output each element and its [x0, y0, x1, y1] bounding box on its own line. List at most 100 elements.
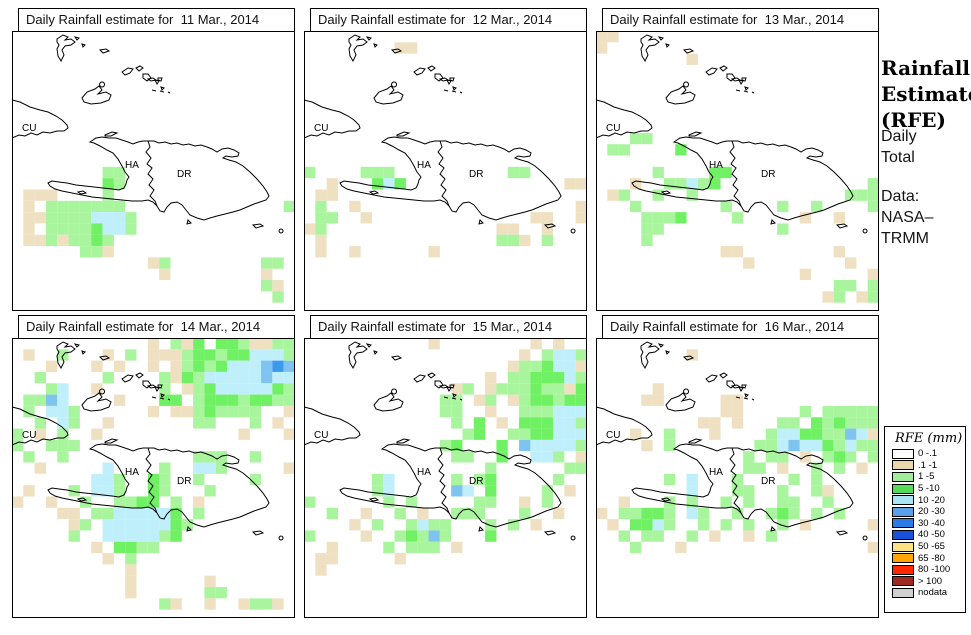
- rainfall-cell: [204, 349, 216, 361]
- rainfall-cell: [215, 394, 228, 406]
- rainfall-cell: [272, 371, 284, 384]
- rainfall-cell: [68, 507, 80, 520]
- rainfall-cell: [777, 462, 789, 474]
- rainfall-cell: [731, 212, 744, 224]
- rainfall-cell: [799, 268, 812, 281]
- rainfall-cell: [788, 439, 800, 452]
- rainfall-cell: [102, 200, 114, 213]
- rainfall-cell: [57, 428, 69, 440]
- rainfall-cell: [867, 519, 879, 531]
- rainfall-cell: [125, 530, 137, 542]
- rainfall-cell: [249, 405, 262, 418]
- rainfall-cell: [102, 178, 114, 190]
- coastline: [76, 497, 88, 502]
- rainfall-cell: [451, 383, 463, 395]
- rainfall-cell: [607, 189, 619, 201]
- rainfall-cell: [227, 360, 239, 372]
- panel-title: Daily Rainfall estimate for 12 Mar., 201…: [310, 8, 587, 34]
- rainfall-cell: [675, 178, 687, 190]
- coastline: [81, 350, 86, 355]
- rainfall-cell: [159, 598, 171, 610]
- rainfall-cell: [519, 234, 531, 247]
- rainfall-cell: [417, 530, 429, 542]
- coastline: [145, 140, 158, 207]
- rainfall-map: CU HA DR: [596, 31, 879, 311]
- legend-color-swatch: [892, 506, 914, 517]
- rainfall-cell: [856, 417, 868, 429]
- rainfall-cell: [405, 496, 418, 508]
- legend-range-label: 40 -50: [918, 529, 945, 541]
- rainfall-cell: [799, 405, 812, 418]
- rainfall-map: CU HA DR: [12, 31, 295, 311]
- coastline: [459, 91, 463, 94]
- rainfall-cell: [125, 223, 137, 235]
- rainfall-map: CU HA DR: [596, 338, 879, 618]
- data-source-line: TRMM: [881, 230, 929, 247]
- coastline: [47, 136, 270, 221]
- rainfall-cell: [473, 394, 486, 406]
- map-frame: [304, 31, 587, 311]
- rainfall-cell: [743, 485, 755, 497]
- coastline: [446, 79, 452, 85]
- rainfall-cell: [102, 462, 114, 474]
- rainfall-cell: [34, 212, 46, 224]
- rainfall-cell: [799, 428, 812, 440]
- coastline: [151, 89, 157, 92]
- rainfall-cell: [777, 200, 789, 213]
- rainfall-cell: [686, 178, 698, 190]
- map-label-ha: HA: [709, 160, 723, 171]
- rainfall-cell: [227, 338, 239, 350]
- rainfall-cell: [641, 223, 653, 235]
- rainfall-cell: [777, 428, 789, 440]
- rainfall-cell: [405, 519, 418, 531]
- rainfall-cell: [553, 451, 565, 463]
- rainfall-cell: [91, 541, 103, 554]
- rainfall-cell: [204, 405, 216, 418]
- rainfall-cell: [261, 268, 273, 281]
- rainfall-cell: [530, 439, 542, 452]
- rainfall-cell: [496, 439, 508, 452]
- rainfall-cell: [113, 519, 126, 531]
- rainfall-cell: [170, 405, 182, 418]
- rainfall-cell: [238, 428, 250, 440]
- rainfall-cell: [731, 246, 744, 258]
- rainfall-cell: [428, 541, 440, 554]
- rainfall-cell: [125, 212, 137, 224]
- rainfall-cell: [326, 553, 338, 565]
- rainfall-cell: [541, 212, 554, 224]
- rainfall-cell: [181, 371, 194, 384]
- rainfall-cell: [79, 200, 92, 213]
- rainfall-cell: [326, 212, 338, 224]
- rainfall-cell: [23, 451, 35, 463]
- rainfall-cell: [451, 451, 463, 463]
- rainfall-cell: [23, 234, 35, 247]
- rainfall-cell: [125, 553, 137, 565]
- rainfall-cell: [845, 417, 857, 429]
- rainfall-cell: [473, 417, 486, 429]
- coastline: [449, 384, 455, 389]
- rainfall-cell: [193, 451, 205, 463]
- sidebar-subtitle-line: Daily: [881, 128, 917, 145]
- rainfall-cell: [193, 349, 205, 361]
- coastline: [373, 392, 404, 412]
- rainfall-cell: [249, 338, 262, 350]
- coastline: [751, 91, 755, 94]
- rainfall-cell: [811, 428, 823, 440]
- coastline: [478, 526, 484, 532]
- rainfall-cell: [315, 212, 327, 224]
- rainfall-cell: [575, 439, 587, 452]
- coastline: [135, 372, 144, 379]
- rainfall-cell: [485, 485, 497, 497]
- coastline: [738, 79, 744, 85]
- coastline: [104, 131, 119, 137]
- rainfall-cell: [697, 519, 710, 531]
- rainfall-cell: [553, 473, 565, 486]
- rainfall-cell: [541, 485, 554, 497]
- rainfall-cell: [12, 496, 24, 508]
- rainfall-cell: [159, 383, 171, 395]
- rainfall-cell: [575, 178, 587, 190]
- rainfall-cell: [451, 405, 463, 418]
- coastline: [452, 393, 457, 398]
- rainfall-cell: [181, 405, 194, 418]
- legend-item: 10 -20: [892, 494, 965, 506]
